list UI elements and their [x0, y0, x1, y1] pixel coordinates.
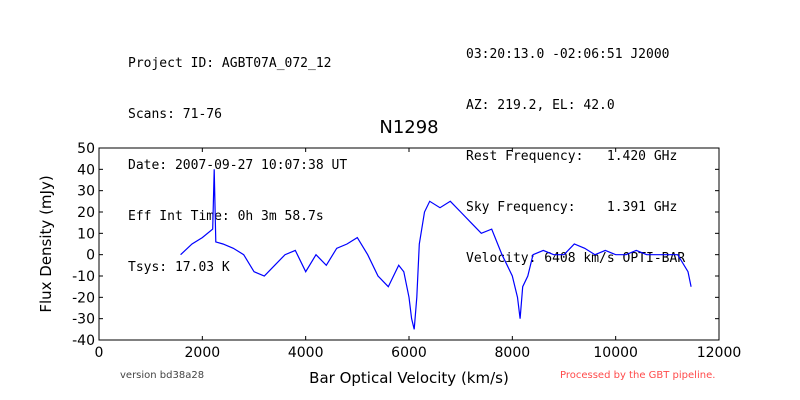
coordinates-line: 03:20:13.0 -02:06:51 J2000 — [466, 47, 670, 62]
y-tick-label: -20 — [72, 290, 95, 306]
y-tick-label: 30 — [77, 184, 95, 200]
x-axis-label: Bar Optical Velocity (km/s) — [309, 369, 509, 387]
x-tick-label: 2000 — [185, 345, 221, 361]
sky-frequency-line: Sky Frequency: 1.391 GHz — [466, 200, 678, 215]
chart-title: N1298 — [379, 117, 438, 138]
axis-ticks: 0 2000 4000 6000 8000 10000 12000 -40 -30 -20 -10 0… — [72, 141, 741, 361]
y-tick-label: 40 — [77, 162, 95, 178]
y-tick-label: -40 — [72, 333, 95, 349]
x-tick-label: 12000 — [697, 345, 742, 361]
scan-info-left: Project ID: AGBT07A_072_12 Scans: 71-76 … — [128, 21, 347, 293]
y-tick-label: -30 — [72, 312, 95, 328]
y-tick-label: 10 — [77, 226, 95, 242]
project-id-line: Project ID: AGBT07A_072_12 — [128, 56, 332, 71]
pipeline-note: Processed by the GBT pipeline. — [560, 370, 716, 381]
y-tick-label: -10 — [72, 269, 95, 285]
y-tick-label: 50 — [77, 141, 95, 157]
x-tick-label: 8000 — [495, 345, 531, 361]
az-el-line: AZ: 219.2, EL: 42.0 — [466, 98, 615, 113]
y-tick-label: 0 — [86, 248, 95, 264]
version-label: version bd38a28 — [120, 370, 205, 381]
y-tick-label: 20 — [77, 205, 95, 221]
y-axis-label: Flux Density (mJy) — [37, 175, 55, 312]
rest-frequency-line: Rest Frequency: 1.420 GHz — [466, 149, 678, 164]
x-tick-label: 10000 — [593, 345, 638, 361]
scan-info-right: 03:20:13.0 -02:06:51 J2000 AZ: 219.2, EL… — [466, 12, 685, 284]
x-tick-label: 4000 — [288, 345, 324, 361]
x-tick-label: 6000 — [391, 345, 427, 361]
plot-area — [180, 169, 692, 330]
series-line-0 — [180, 169, 692, 330]
tsys-line: Tsys: 17.03 K — [128, 260, 230, 275]
int-time-line: Eff Int Time: 0h 3m 58.7s — [128, 209, 324, 224]
scans-line: Scans: 71-76 — [128, 107, 222, 122]
x-tick-label: 0 — [95, 345, 104, 361]
date-line: Date: 2007-09-27 10:07:38 UT — [128, 158, 348, 173]
